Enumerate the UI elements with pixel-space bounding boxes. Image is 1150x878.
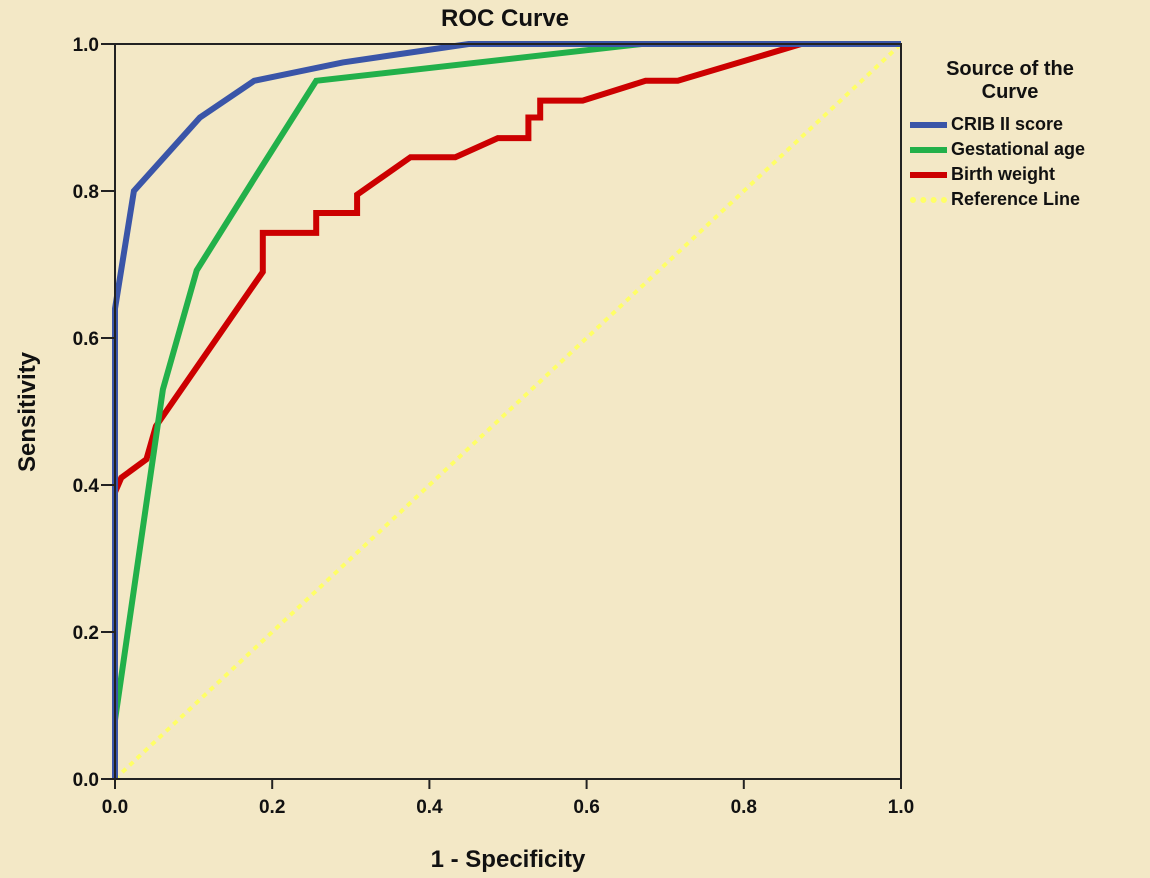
legend-item: Gestational age [910, 137, 1150, 162]
series-line-birth-weight [112, 41, 901, 779]
legend-title-line-1: Source of the [946, 58, 1074, 80]
legend-title-line-2: Curve [981, 81, 1039, 103]
x-tick-label: 0.8 [731, 797, 757, 818]
plot-background [115, 44, 901, 779]
x-axis-label: 1 - Specificity [431, 846, 586, 873]
series-line-gestational-age [112, 41, 901, 779]
y-tick-label: 0.8 [73, 182, 99, 203]
y-tick-label: 0.6 [73, 329, 99, 350]
chart-title: ROC Curve [440, 5, 570, 32]
x-tick-label: 0.4 [416, 797, 443, 818]
legend-label: Birth weight [951, 164, 1055, 184]
legend-label: Gestational age [951, 139, 1086, 159]
x-tick-label: 0.6 [573, 797, 599, 818]
legend-item: Birth weight [910, 162, 1150, 187]
y-tick-label: 1.0 [73, 35, 99, 56]
y-tick-label: 0.0 [73, 770, 99, 791]
x-tick-label: 0.2 [259, 797, 285, 818]
plot-area [115, 44, 901, 779]
legend-label: Reference Line [951, 189, 1081, 209]
legend-item: Reference Line [910, 187, 1150, 212]
legend: Source of the Curve CRIB II score Gestati… [910, 58, 1150, 212]
axes-layer: 0.0 0.2 0.4 0.6 0.8 1.0 0.0 0.2 0.4 0.6 0.8 1.0 [73, 35, 915, 818]
plot-frame [114, 43, 902, 780]
y-tick-label: 0.2 [73, 623, 99, 644]
y-tick-label: 0.4 [73, 476, 100, 497]
legend-title: Source of the Curve [910, 58, 1110, 104]
series-line-crib-ii-score [112, 41, 901, 779]
legend-swatch [910, 196, 947, 203]
series-layer [112, 41, 903, 781]
legend-swatch [910, 171, 947, 178]
legend-swatch [910, 146, 947, 153]
legend-item: CRIB II score [910, 112, 1150, 137]
legend-label: CRIB II score [951, 114, 1064, 134]
x-tick-label: 1.0 [888, 797, 914, 818]
legend-swatch [910, 121, 947, 128]
x-tick-label: 0.0 [102, 797, 128, 818]
y-axis-label: Sensitivity [14, 351, 41, 472]
